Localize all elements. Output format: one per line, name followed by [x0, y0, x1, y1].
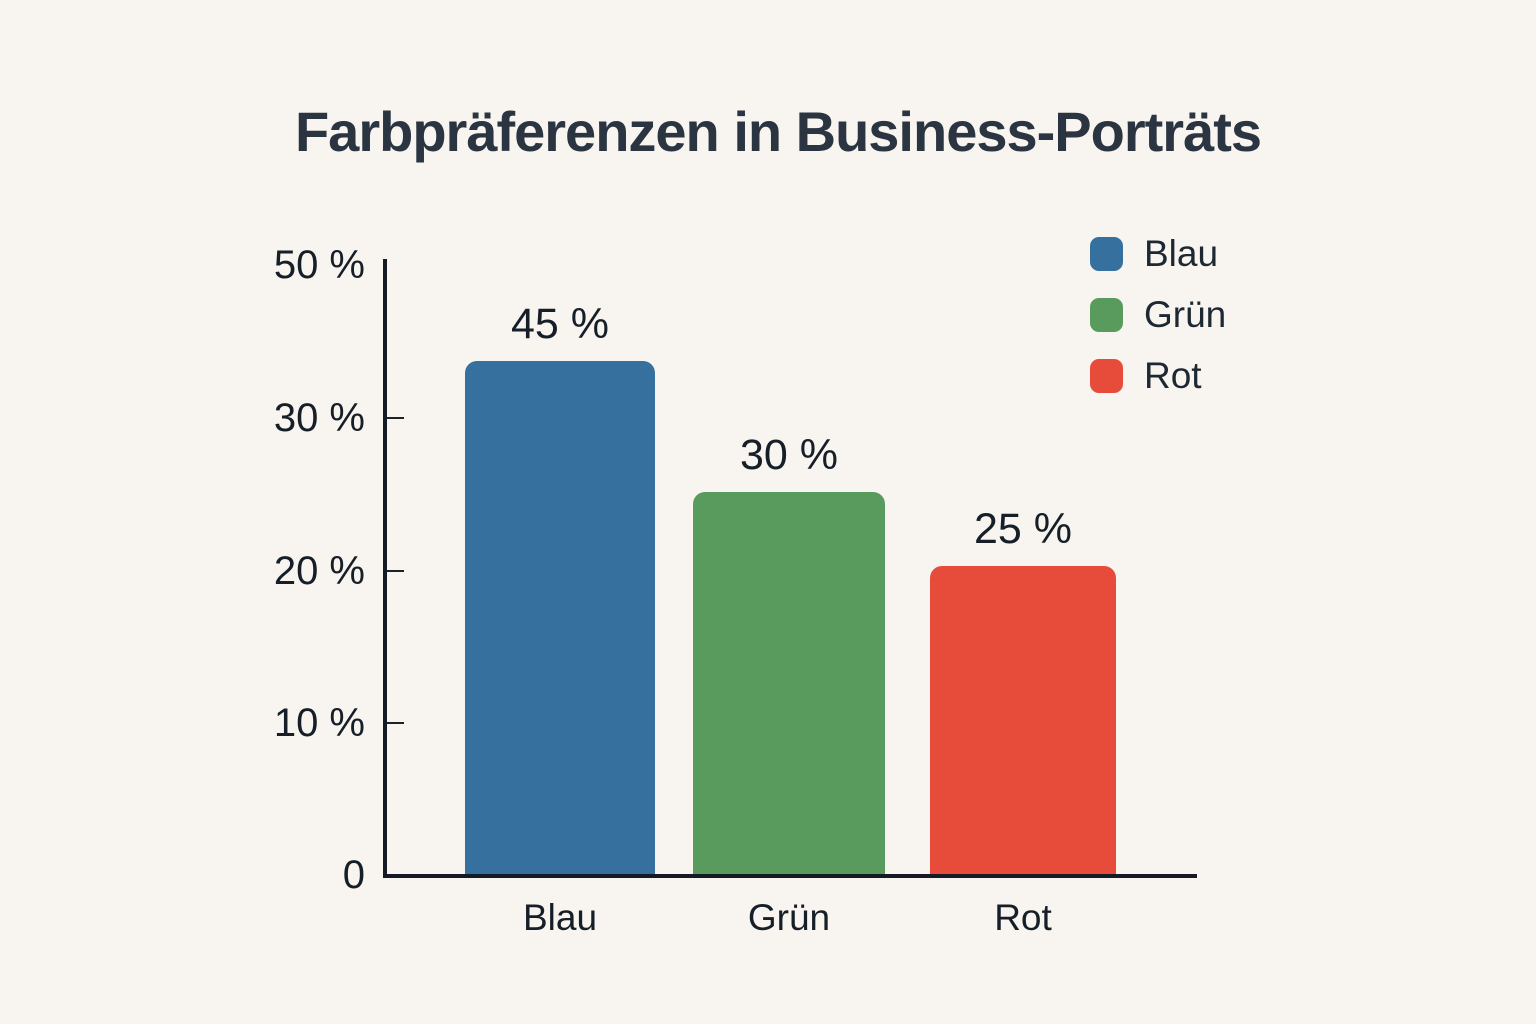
legend-swatch-gruen-icon — [1090, 298, 1123, 332]
y-tick-label-0: 0 — [342, 853, 365, 897]
x-label-rot: Rot — [994, 897, 1052, 938]
legend-item-rot: Rot — [1090, 355, 1226, 396]
legend-swatch-rot-icon — [1090, 359, 1123, 393]
y-tick-label-30: 30 % — [273, 396, 365, 440]
value-label-rot: 25 % — [973, 505, 1072, 553]
y-tick-mark-10 — [387, 722, 404, 724]
y-axis-line — [383, 259, 387, 878]
legend-item-gruen: Grün — [1090, 294, 1227, 335]
legend-label-gruen: Grün — [1144, 294, 1227, 335]
bar-rot — [930, 566, 1116, 876]
bar-gruen — [693, 492, 885, 876]
x-label-blau: Blau — [522, 897, 598, 938]
y-tick-label-20: 20 % — [273, 549, 365, 593]
bar-blau — [465, 361, 655, 876]
chart-title: Farbpräferenzen in Business-Porträts — [294, 100, 1262, 163]
legend-label-blau: Blau — [1144, 233, 1219, 274]
legend: Blau Grün Rot — [1090, 233, 1227, 420]
x-label-gruen: Grün — [747, 897, 831, 938]
value-label-blau: 45 % — [510, 300, 609, 348]
y-tick-mark-30 — [387, 417, 404, 419]
y-tick-label-50: 50 % — [273, 243, 365, 287]
y-tick-label-10: 10 % — [273, 701, 365, 745]
y-tick-mark-20 — [387, 570, 404, 572]
legend-item-blau: Blau — [1090, 233, 1226, 274]
x-axis-line — [383, 874, 1197, 878]
legend-swatch-blau-icon — [1090, 237, 1123, 271]
value-label-gruen: 30 % — [739, 431, 838, 479]
legend-label-rot: Rot — [1144, 355, 1202, 396]
